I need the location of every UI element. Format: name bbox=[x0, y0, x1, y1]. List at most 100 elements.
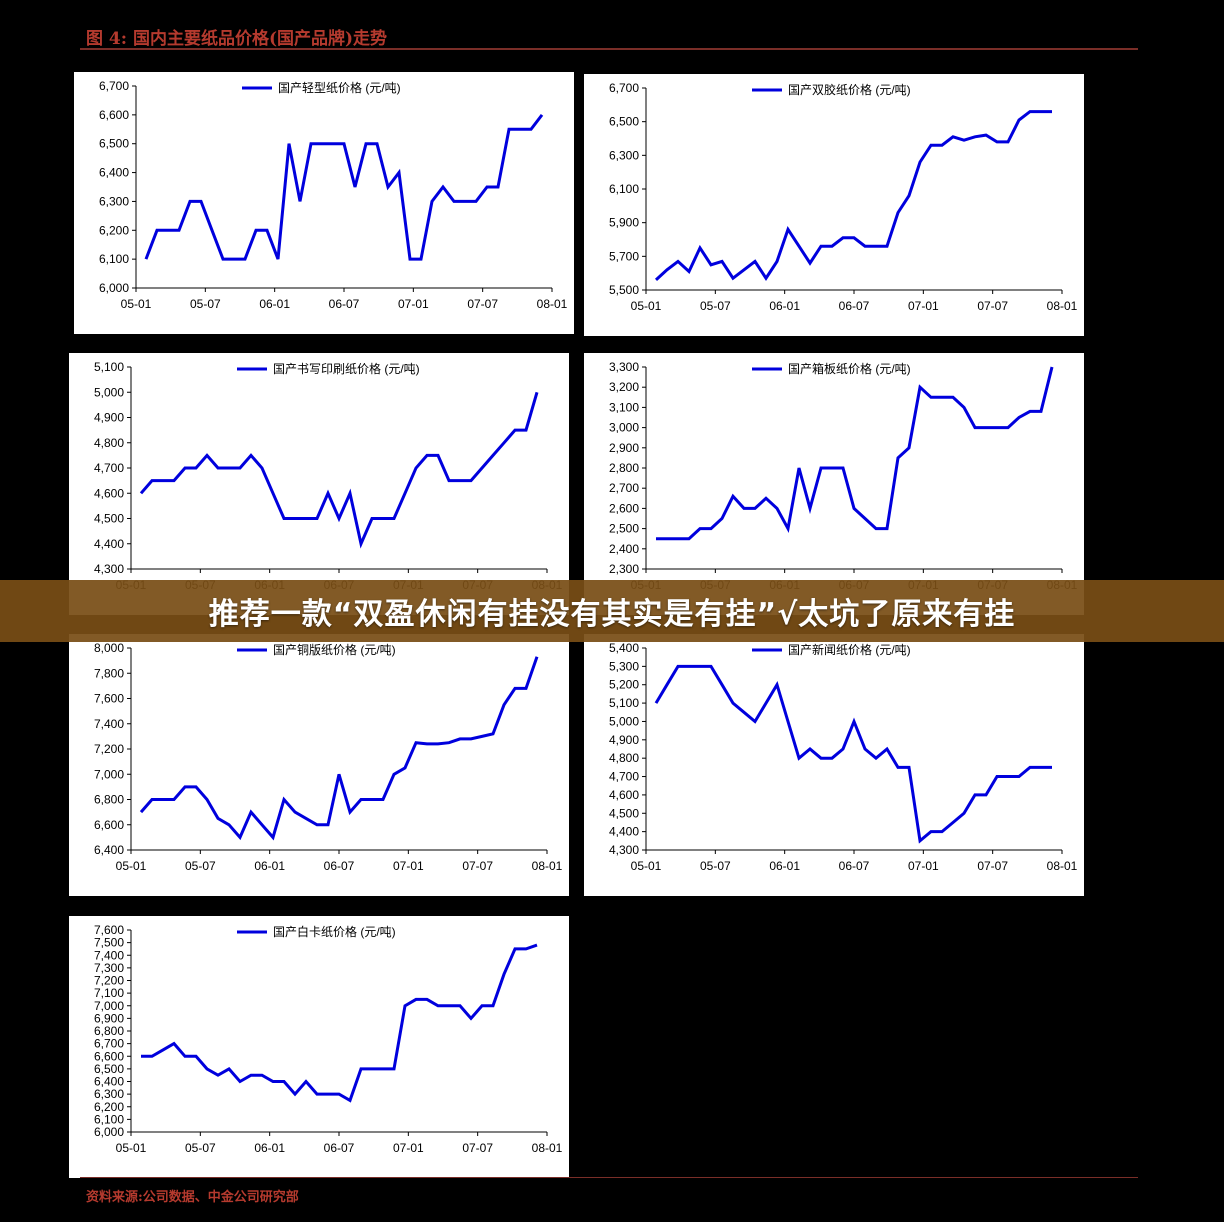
legend-label: 国产书写印刷纸价格 (元/吨) bbox=[273, 361, 420, 376]
x-tick-label: 05-07 bbox=[700, 859, 731, 873]
legend-label: 国产白卡纸价格 (元/吨) bbox=[273, 924, 396, 939]
y-tick-label: 5,900 bbox=[609, 216, 639, 230]
y-tick-label: 7,000 bbox=[94, 999, 124, 1013]
y-tick-label: 6,000 bbox=[94, 1125, 124, 1139]
chart-svg: 2,300 2,400 2,500 2,600 2,700 2,800 2,900 3,000… bbox=[609, 360, 1078, 592]
y-tick-label: 4,300 bbox=[94, 562, 124, 576]
series-line bbox=[654, 110, 1052, 282]
y-tick-label: 7,400 bbox=[94, 717, 124, 731]
y-tick-label: 5,300 bbox=[609, 659, 639, 673]
x-tick-label: 07-01 bbox=[393, 859, 424, 873]
y-tick-label: 7,800 bbox=[94, 666, 124, 680]
x-tick-label: 06-01 bbox=[769, 859, 800, 873]
series-line bbox=[656, 366, 1054, 541]
x-tick-label: 05-07 bbox=[185, 1141, 216, 1155]
y-tick-label: 6,000 bbox=[99, 281, 129, 295]
y-tick-label: 6,200 bbox=[94, 1100, 124, 1114]
y-tick-label: 6,700 bbox=[99, 79, 129, 93]
y-tick-label: 5,500 bbox=[609, 283, 639, 297]
y-tick-label: 6,800 bbox=[94, 1024, 124, 1038]
x-tick-label: 08-01 bbox=[532, 859, 563, 873]
series-line bbox=[139, 391, 539, 549]
chart-panel-white-card: 6,000 6,100 6,200 6,300 6,400 6,500 6,600 6,700… bbox=[69, 916, 569, 1178]
x-tick-label: 05-01 bbox=[116, 859, 147, 873]
chart-panel-light-paper: 6,000 6,100 6,200 6,300 6,400 6,500 6,600 6,700… bbox=[74, 72, 574, 334]
chart-svg: 6,0006,1006,2006,3006,4006,5006,6006,700… bbox=[99, 79, 568, 311]
legend-label: 国产新闻纸价格 (元/吨) bbox=[788, 642, 911, 657]
x-tick-label: 05-01 bbox=[121, 297, 152, 311]
y-tick-label: 6,600 bbox=[94, 818, 124, 832]
y-tick-label: 2,600 bbox=[609, 501, 639, 515]
y-tick-label: 7,000 bbox=[94, 767, 124, 781]
y-tick-label: 7,600 bbox=[94, 923, 124, 937]
y-tick-label: 2,800 bbox=[609, 461, 639, 475]
y-tick-label: 7,200 bbox=[94, 742, 124, 756]
y-tick-label: 4,600 bbox=[609, 788, 639, 802]
x-tick-label: 06-01 bbox=[254, 859, 285, 873]
y-tick-label: 4,700 bbox=[609, 770, 639, 784]
legend-label: 国产双胶纸价格 (元/吨) bbox=[788, 82, 911, 97]
x-tick-label: 07-01 bbox=[908, 299, 939, 313]
y-tick-label: 6,400 bbox=[99, 166, 129, 180]
x-tick-label: 08-01 bbox=[537, 297, 568, 311]
y-tick-label: 4,500 bbox=[609, 806, 639, 820]
y-tick-label: 6,300 bbox=[99, 194, 129, 208]
y-tick-label: 2,500 bbox=[609, 522, 639, 536]
legend-label: 国产箱板纸价格 (元/吨) bbox=[788, 361, 911, 376]
y-tick-label: 6,500 bbox=[609, 115, 639, 129]
x-tick-label: 07-07 bbox=[977, 859, 1008, 873]
y-tick-label: 6,600 bbox=[94, 1049, 124, 1063]
y-tick-label: 6,100 bbox=[609, 182, 639, 196]
source-note: 资料来源:公司数据、中金公司研究部 bbox=[86, 1190, 299, 1205]
y-tick-label: 2,400 bbox=[609, 542, 639, 556]
series-line bbox=[139, 656, 539, 841]
y-tick-label: 3,200 bbox=[609, 380, 639, 394]
chart-svg: 6,0006,1006,2006,3006,4006,5006,6006,700… bbox=[94, 923, 563, 1155]
x-tick-label: 07-01 bbox=[393, 1141, 424, 1155]
chart-panel-newsprint: 4,300 4,400 4,500 4,600 4,700 4,800 4,900 5,000… bbox=[584, 634, 1084, 896]
legend-label: 国产铜版纸价格 (元/吨) bbox=[273, 642, 396, 657]
chart-svg: 4,300 4,400 4,500 4,600 4,700 4,800 4,900 5,000… bbox=[609, 641, 1078, 873]
y-tick-label: 6,400 bbox=[94, 843, 124, 857]
y-tick-label: 2,700 bbox=[609, 481, 639, 495]
y-tick-label: 5,100 bbox=[609, 696, 639, 710]
x-tick-label: 05-01 bbox=[116, 1141, 147, 1155]
y-tick-label: 6,600 bbox=[99, 108, 129, 122]
y-tick-label: 4,300 bbox=[609, 843, 639, 857]
y-tick-label: 4,400 bbox=[94, 537, 124, 551]
y-tick-label: 4,800 bbox=[609, 751, 639, 765]
chart-panel-writing-paper: 4,300 4,400 4,500 4,600 4,700 4,800 4,900 5,000… bbox=[69, 353, 569, 615]
series-line bbox=[654, 664, 1052, 844]
y-tick-label: 5,000 bbox=[609, 714, 639, 728]
y-tick-label: 3,000 bbox=[609, 421, 639, 435]
x-tick-label: 06-07 bbox=[324, 859, 355, 873]
x-tick-label: 06-07 bbox=[329, 297, 360, 311]
y-tick-label: 6,200 bbox=[99, 223, 129, 237]
y-tick-label: 6,300 bbox=[609, 148, 639, 162]
y-tick-label: 8,000 bbox=[94, 641, 124, 655]
y-tick-label: 4,900 bbox=[609, 733, 639, 747]
y-tick-label: 6,100 bbox=[94, 1112, 124, 1126]
y-tick-label: 6,900 bbox=[94, 1011, 124, 1025]
x-tick-label: 06-01 bbox=[259, 297, 290, 311]
series-line bbox=[144, 113, 544, 261]
y-tick-label: 4,600 bbox=[94, 486, 124, 500]
y-tick-label: 4,800 bbox=[94, 436, 124, 450]
y-tick-label: 5,700 bbox=[609, 249, 639, 263]
header-rule bbox=[80, 48, 1138, 50]
x-tick-label: 06-01 bbox=[254, 1141, 285, 1155]
y-tick-label: 7,400 bbox=[94, 948, 124, 962]
x-tick-label: 05-07 bbox=[185, 859, 216, 873]
y-tick-label: 6,300 bbox=[94, 1087, 124, 1101]
x-tick-label: 05-07 bbox=[190, 297, 221, 311]
y-tick-label: 7,600 bbox=[94, 692, 124, 706]
y-tick-label: 6,700 bbox=[94, 1037, 124, 1051]
overlay-banner[interactable]: 推荐一款“双盈休闲有挂没有其实是有挂”√太坑了原来有挂 bbox=[0, 580, 1224, 642]
y-tick-label: 5,100 bbox=[94, 360, 124, 374]
y-tick-label: 4,900 bbox=[94, 411, 124, 425]
x-tick-label: 07-07 bbox=[977, 299, 1008, 313]
y-tick-label: 7,300 bbox=[94, 961, 124, 975]
y-tick-label: 6,700 bbox=[609, 81, 639, 95]
x-tick-label: 05-01 bbox=[631, 859, 662, 873]
y-tick-label: 5,200 bbox=[609, 678, 639, 692]
